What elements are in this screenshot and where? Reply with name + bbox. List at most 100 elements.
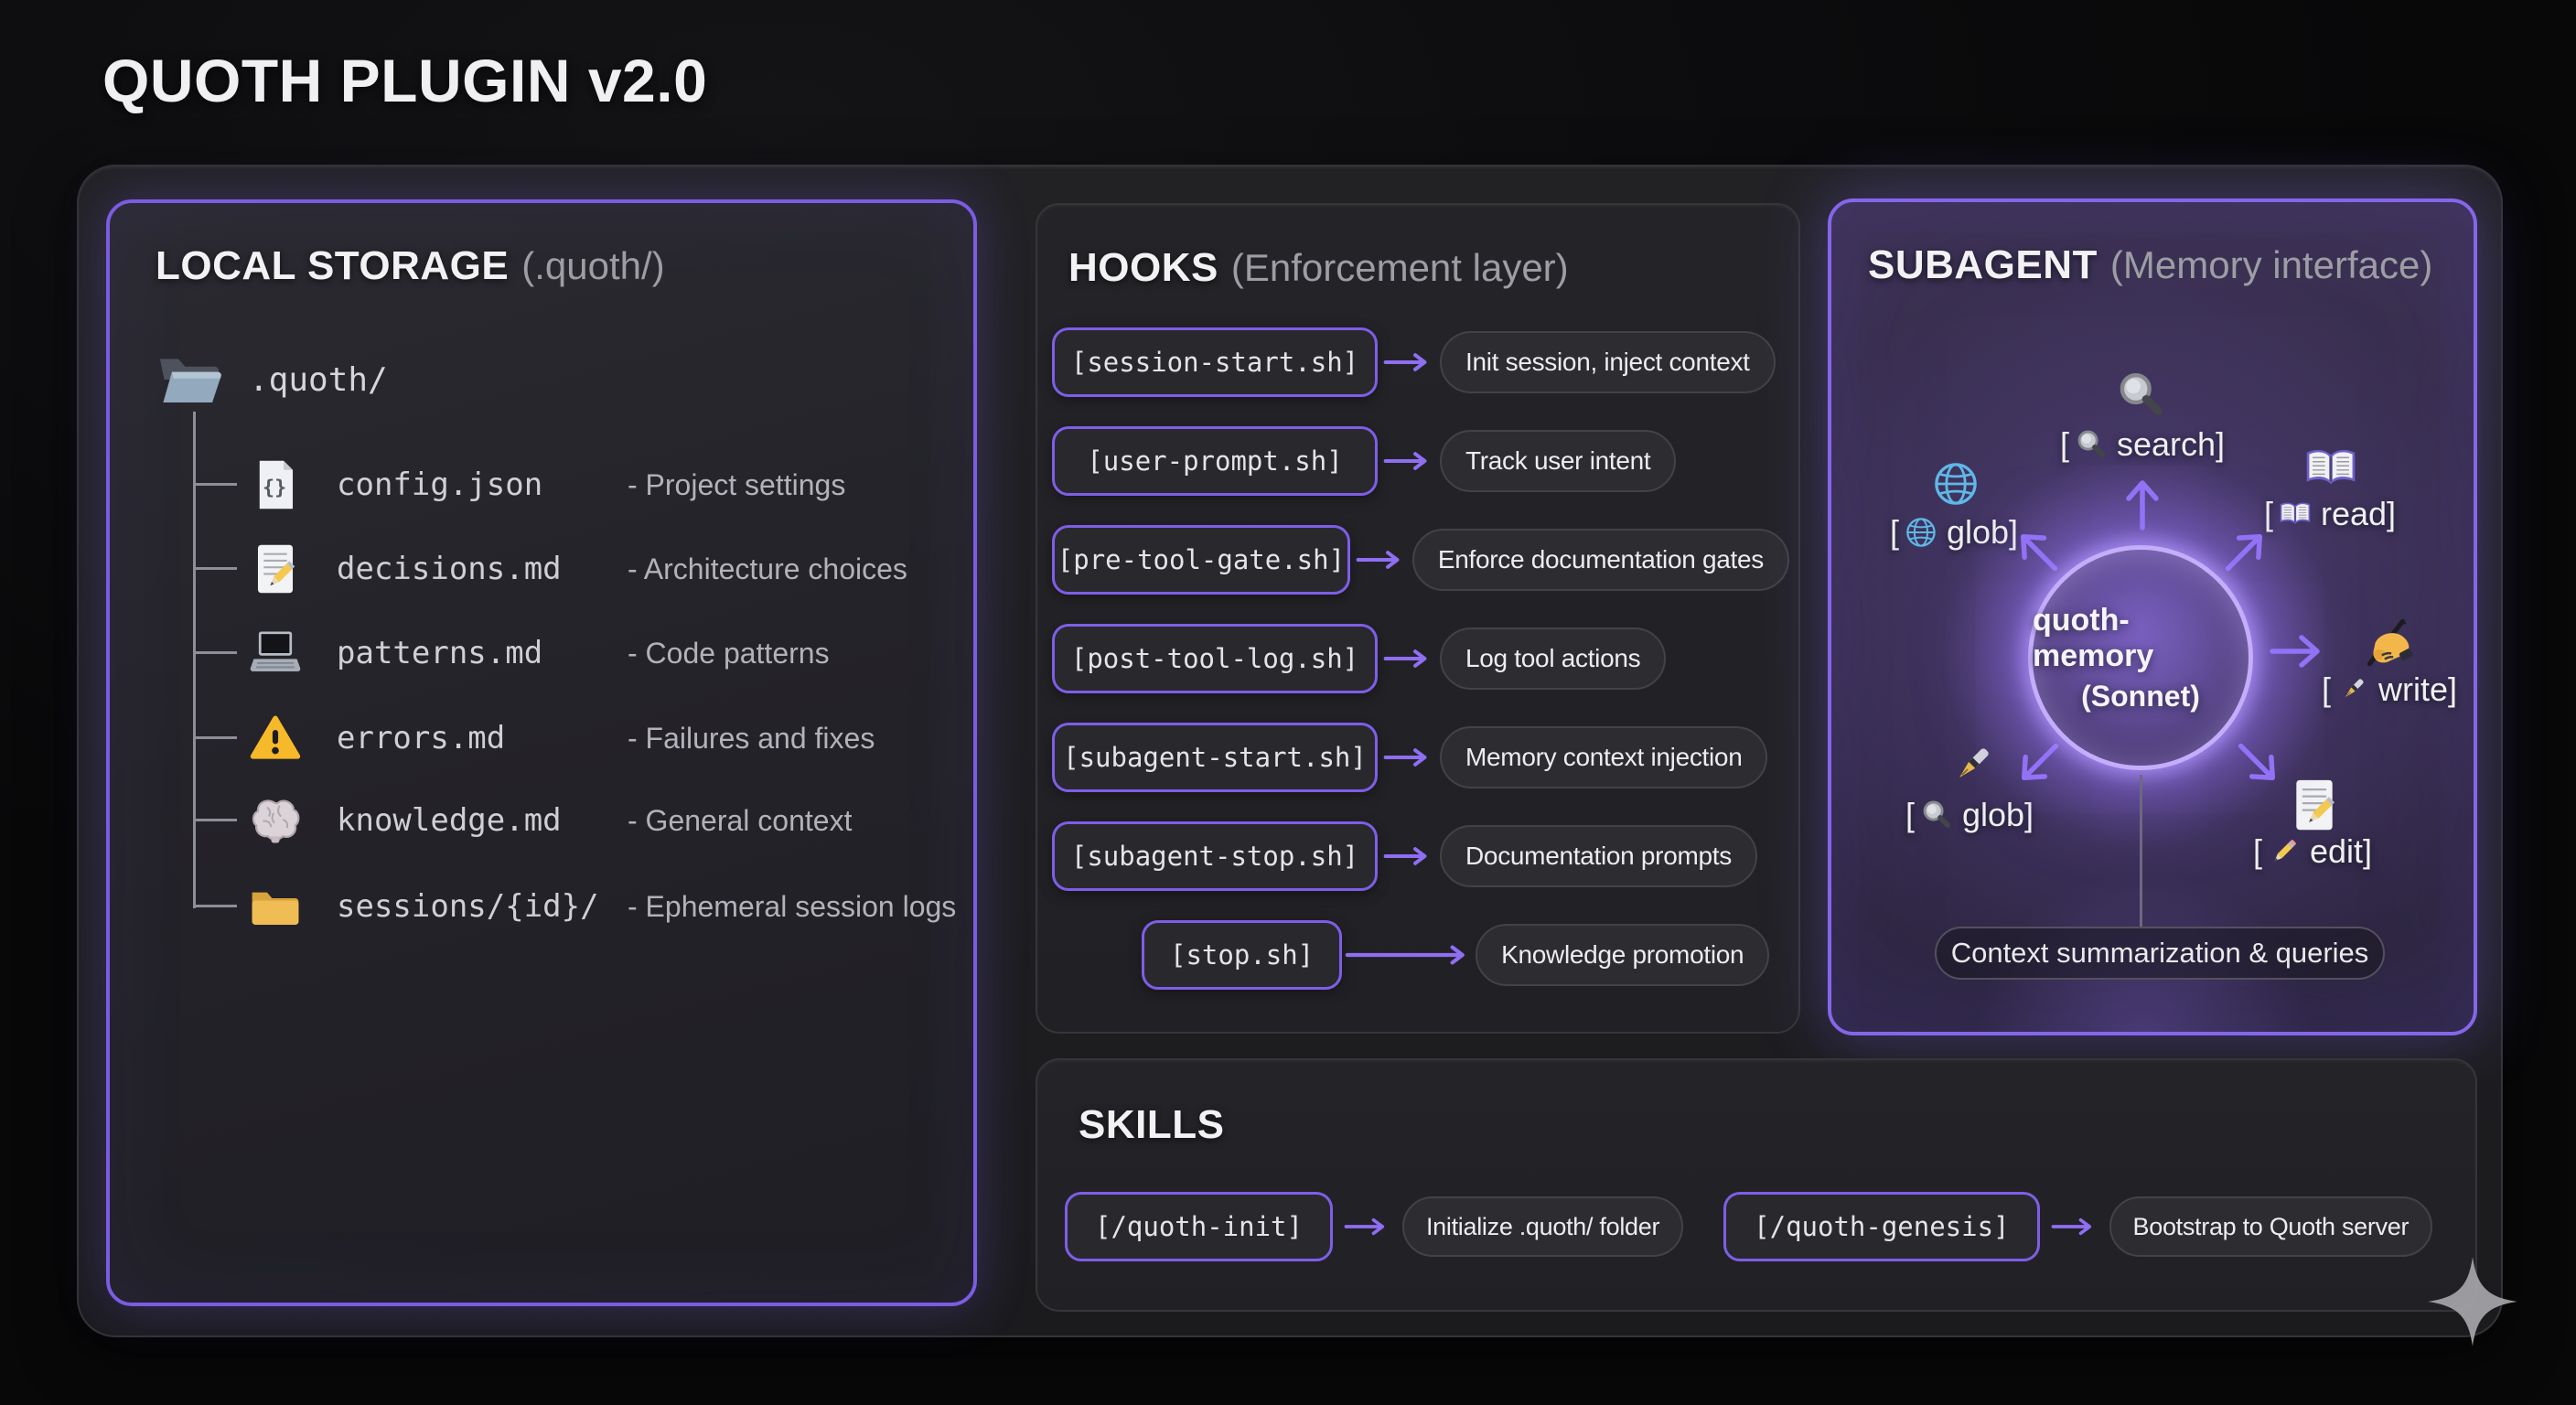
core-model: (Sonnet) [2081, 679, 2200, 713]
tree-connector-trunk [193, 412, 196, 908]
arrow-right-icon [2051, 1216, 2098, 1238]
hook-row: [subagent-stop.sh] Documentation prompts [1052, 821, 1789, 891]
page-title: QUOTH PLUGIN v2.0 [102, 47, 708, 114]
tree-root-row: .quoth/ [154, 349, 388, 410]
hook-result-pill: Track user intent [1440, 430, 1677, 492]
tool-label-write: [ write] [2322, 670, 2457, 709]
skill-command-pill: [/quoth-init] [1065, 1192, 1333, 1261]
pencil-icon [2268, 835, 2301, 868]
tool-label-glob-top: [ glob] [1890, 513, 2018, 552]
subagent-heading: SUBAGENT (Memory interface) [1868, 242, 2432, 288]
tree-row-errors: errors.md - Failures and fixes [249, 709, 875, 767]
local-storage-title: LOCAL STORAGE [156, 243, 510, 288]
subagent-subtitle: (Memory interface) [2109, 243, 2433, 286]
skills-title: SKILLS [1079, 1102, 1225, 1147]
open-book-icon [2304, 447, 2357, 489]
hook-result-pill: Log tool actions [1440, 627, 1667, 690]
file-name: patterns.md [337, 635, 543, 671]
context-summary-pill: Context summarization & queries [1935, 927, 2385, 980]
hook-result-pill: Knowledge promotion [1476, 924, 1770, 986]
hook-script-pill: [session-start.sh] [1052, 327, 1378, 397]
globe-icon [1932, 460, 1980, 508]
bracket: [ [2059, 425, 2069, 463]
tool-label-read: [ read] [2264, 495, 2396, 533]
arrow-right-icon [1344, 1216, 1391, 1238]
local-storage-panel: LOCAL STORAGE (.quoth/) .quoth/ config.js… [106, 199, 977, 1306]
tool-name: glob] [1946, 513, 2019, 551]
core-footer-connector [2140, 775, 2142, 927]
skills-heading: SKILLS [1079, 1102, 1224, 1148]
tree-connector-branch [193, 483, 237, 486]
skill-row: [/quoth-init] Initialize .quoth/ folder … [1065, 1192, 2433, 1261]
fountain-pen-icon [2336, 673, 2369, 706]
hook-row: [post-tool-log.sh] Log tool actions [1052, 624, 1789, 693]
hooks-panel: HOOKS (Enforcement layer) [session-start.… [1036, 203, 1800, 1034]
hook-row: [pre-tool-gate.sh] Enforce documentation… [1052, 525, 1789, 595]
laptop-icon [249, 627, 302, 680]
hook-result-pill: Memory context injection [1440, 726, 1768, 788]
sparkle-icon [2425, 1254, 2520, 1349]
hook-result-pill: Init session, inject context [1440, 331, 1776, 393]
hook-script-pill: [user-prompt.sh] [1052, 426, 1378, 496]
tree-connector-branch [193, 736, 237, 739]
hook-result-pill: Documentation prompts [1440, 825, 1757, 887]
local-storage-subtitle: (.quoth/) [521, 244, 665, 287]
hook-row: [user-prompt.sh] Track user intent [1052, 426, 1789, 496]
file-name: decisions.md [337, 551, 562, 587]
arrow-right-icon [1356, 549, 1407, 571]
file-description: - General context [628, 803, 853, 837]
hook-row: [stop.sh] Knowledge promotion [1142, 920, 1789, 990]
root-folder-name: .quoth/ [249, 360, 388, 399]
magnifier-icon [2115, 370, 2166, 421]
tree-connector-branch [193, 567, 237, 570]
hook-script-pill: [stop.sh] [1142, 920, 1343, 990]
file-description: - Code patterns [628, 636, 830, 670]
hooks-heading: HOOKS (Enforcement layer) [1068, 245, 1569, 291]
globe-icon [1905, 516, 1937, 549]
hook-script-pill: [subagent-start.sh] [1052, 723, 1378, 792]
file-description: - Ephemeral session logs [628, 889, 957, 923]
hook-rows: [session-start.sh] Init session, inject … [1052, 327, 1789, 1019]
subagent-title: SUBAGENT [1868, 242, 2098, 287]
tool-name: search] [2116, 425, 2226, 463]
file-name: sessions/{id}/ [337, 888, 599, 925]
magnifier-icon [2075, 428, 2108, 461]
hook-row: [subagent-start.sh] Memory context injec… [1052, 723, 1789, 792]
json-file-icon [249, 458, 302, 511]
hooks-subtitle: (Enforcement layer) [1230, 246, 1569, 289]
tree-row-knowledge: knowledge.md - General context [249, 791, 852, 850]
folder-icon [249, 880, 302, 933]
arrow-down-right-icon [2225, 730, 2291, 796]
hook-script-pill: [pre-tool-gate.sh] [1052, 525, 1350, 595]
writing-hand-icon [2358, 613, 2419, 673]
skill-result-pill: Bootstrap to Quoth server [2109, 1196, 2433, 1257]
tree-row-config: config.json - Project settings [249, 456, 845, 514]
arrow-right-icon [1383, 351, 1434, 373]
quoth-memory-core: quoth-memory (Sonnet) [2028, 545, 2253, 770]
tool-label-glob-bottom: [ glob] [1905, 796, 2034, 834]
tool-name: edit] [2309, 832, 2373, 870]
file-description: - Architecture choices [628, 552, 907, 585]
bracket: [ [2252, 832, 2262, 870]
tool-label-search: [ search] [2060, 425, 2225, 464]
file-name: errors.md [337, 720, 506, 756]
bracket: [ [2263, 495, 2273, 532]
tree-row-decisions: decisions.md - Architecture choices [249, 540, 907, 598]
open-book-icon [2279, 498, 2312, 531]
memo-icon [249, 542, 302, 595]
arrow-right-icon [1345, 944, 1473, 966]
skills-panel: SKILLS [/quoth-init] Initialize .quoth/ … [1036, 1058, 2477, 1312]
arrow-right-icon [1383, 746, 1434, 768]
brain-icon [249, 794, 302, 847]
arrow-down-left-icon [2006, 730, 2072, 796]
tree-row-patterns: patterns.md - Code patterns [249, 624, 830, 682]
file-name: config.json [337, 467, 543, 503]
local-storage-heading: LOCAL STORAGE (.quoth/) [156, 243, 665, 289]
warning-icon [249, 712, 302, 765]
bracket: [ [2321, 670, 2331, 708]
core-name: quoth-memory [2033, 602, 2154, 673]
tool-name: read] [2320, 495, 2397, 532]
bracket: [ [1905, 796, 1915, 833]
tree-connector-branch [193, 819, 237, 821]
file-description: - Project settings [628, 467, 846, 501]
